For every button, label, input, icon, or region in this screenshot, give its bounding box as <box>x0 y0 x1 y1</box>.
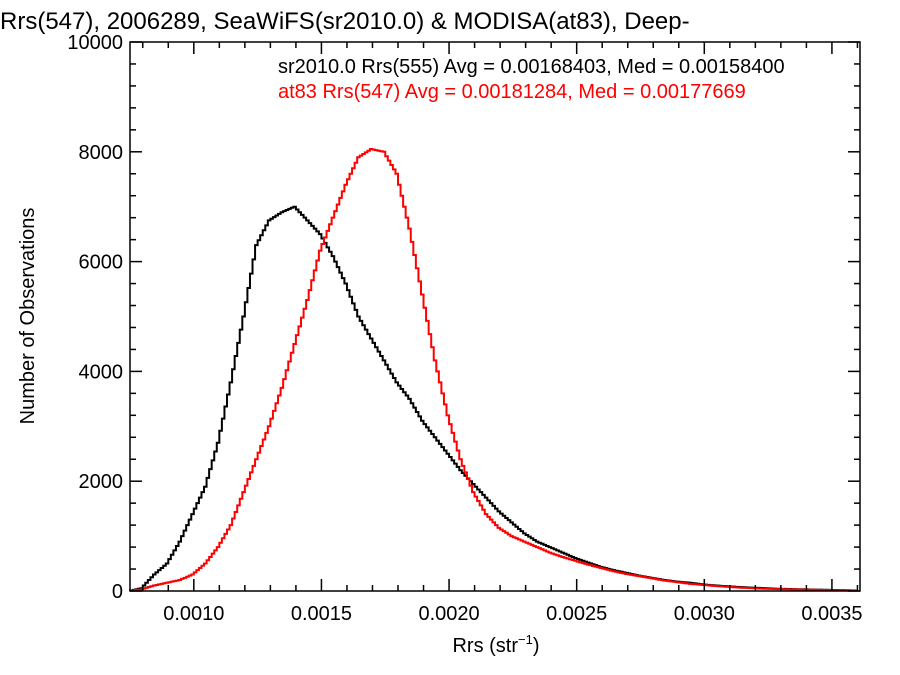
legend-annotations: sr2010.0 Rrs(555) Avg = 0.00168403, Med … <box>278 56 785 103</box>
legend-annotation-1: sr2010.0 Rrs(555) Avg = 0.00168403, Med … <box>278 56 785 78</box>
x-tick-label: 0.0020 <box>418 603 479 625</box>
x-tick-label: 0.0025 <box>546 603 607 625</box>
series-layer <box>129 148 858 592</box>
x-tick-label: 0.0015 <box>291 603 352 625</box>
legend-annotation-2: at83 Rrs(547) Avg = 0.00181284, Med = 0.… <box>278 81 746 103</box>
x-axis-label-superscript: −1 <box>518 632 533 647</box>
y-tick-label: 8000 <box>79 142 124 164</box>
x-tick-label: 0.0010 <box>163 603 224 625</box>
x-axis-label-close: ) <box>533 635 540 657</box>
plot-frame <box>129 41 861 592</box>
x-tick-label: 0.0030 <box>674 603 735 625</box>
y-tick-label: 2000 <box>79 471 124 493</box>
chart-title: Rrs(547), 2006289, SeaWiFS(sr2010.0) & M… <box>0 8 690 35</box>
y-tick-label: 10000 <box>67 32 123 54</box>
x-axis-label-main: Rrs (str <box>452 635 518 657</box>
x-tick-label: 0.0035 <box>801 603 862 625</box>
y-tick-label: 4000 <box>79 361 124 383</box>
ticks-layer: 0.0010 0.0015 0.0020 0.0025 0.0030 0.0035 0 200… <box>67 32 862 625</box>
histogram-series-2 <box>129 148 858 592</box>
y-axis-label: Number of Observations <box>17 208 39 425</box>
y-tick-label: 0 <box>112 581 123 603</box>
x-axis-label: Rrs (str−1) <box>452 632 539 657</box>
y-tick-label: 6000 <box>79 252 124 274</box>
